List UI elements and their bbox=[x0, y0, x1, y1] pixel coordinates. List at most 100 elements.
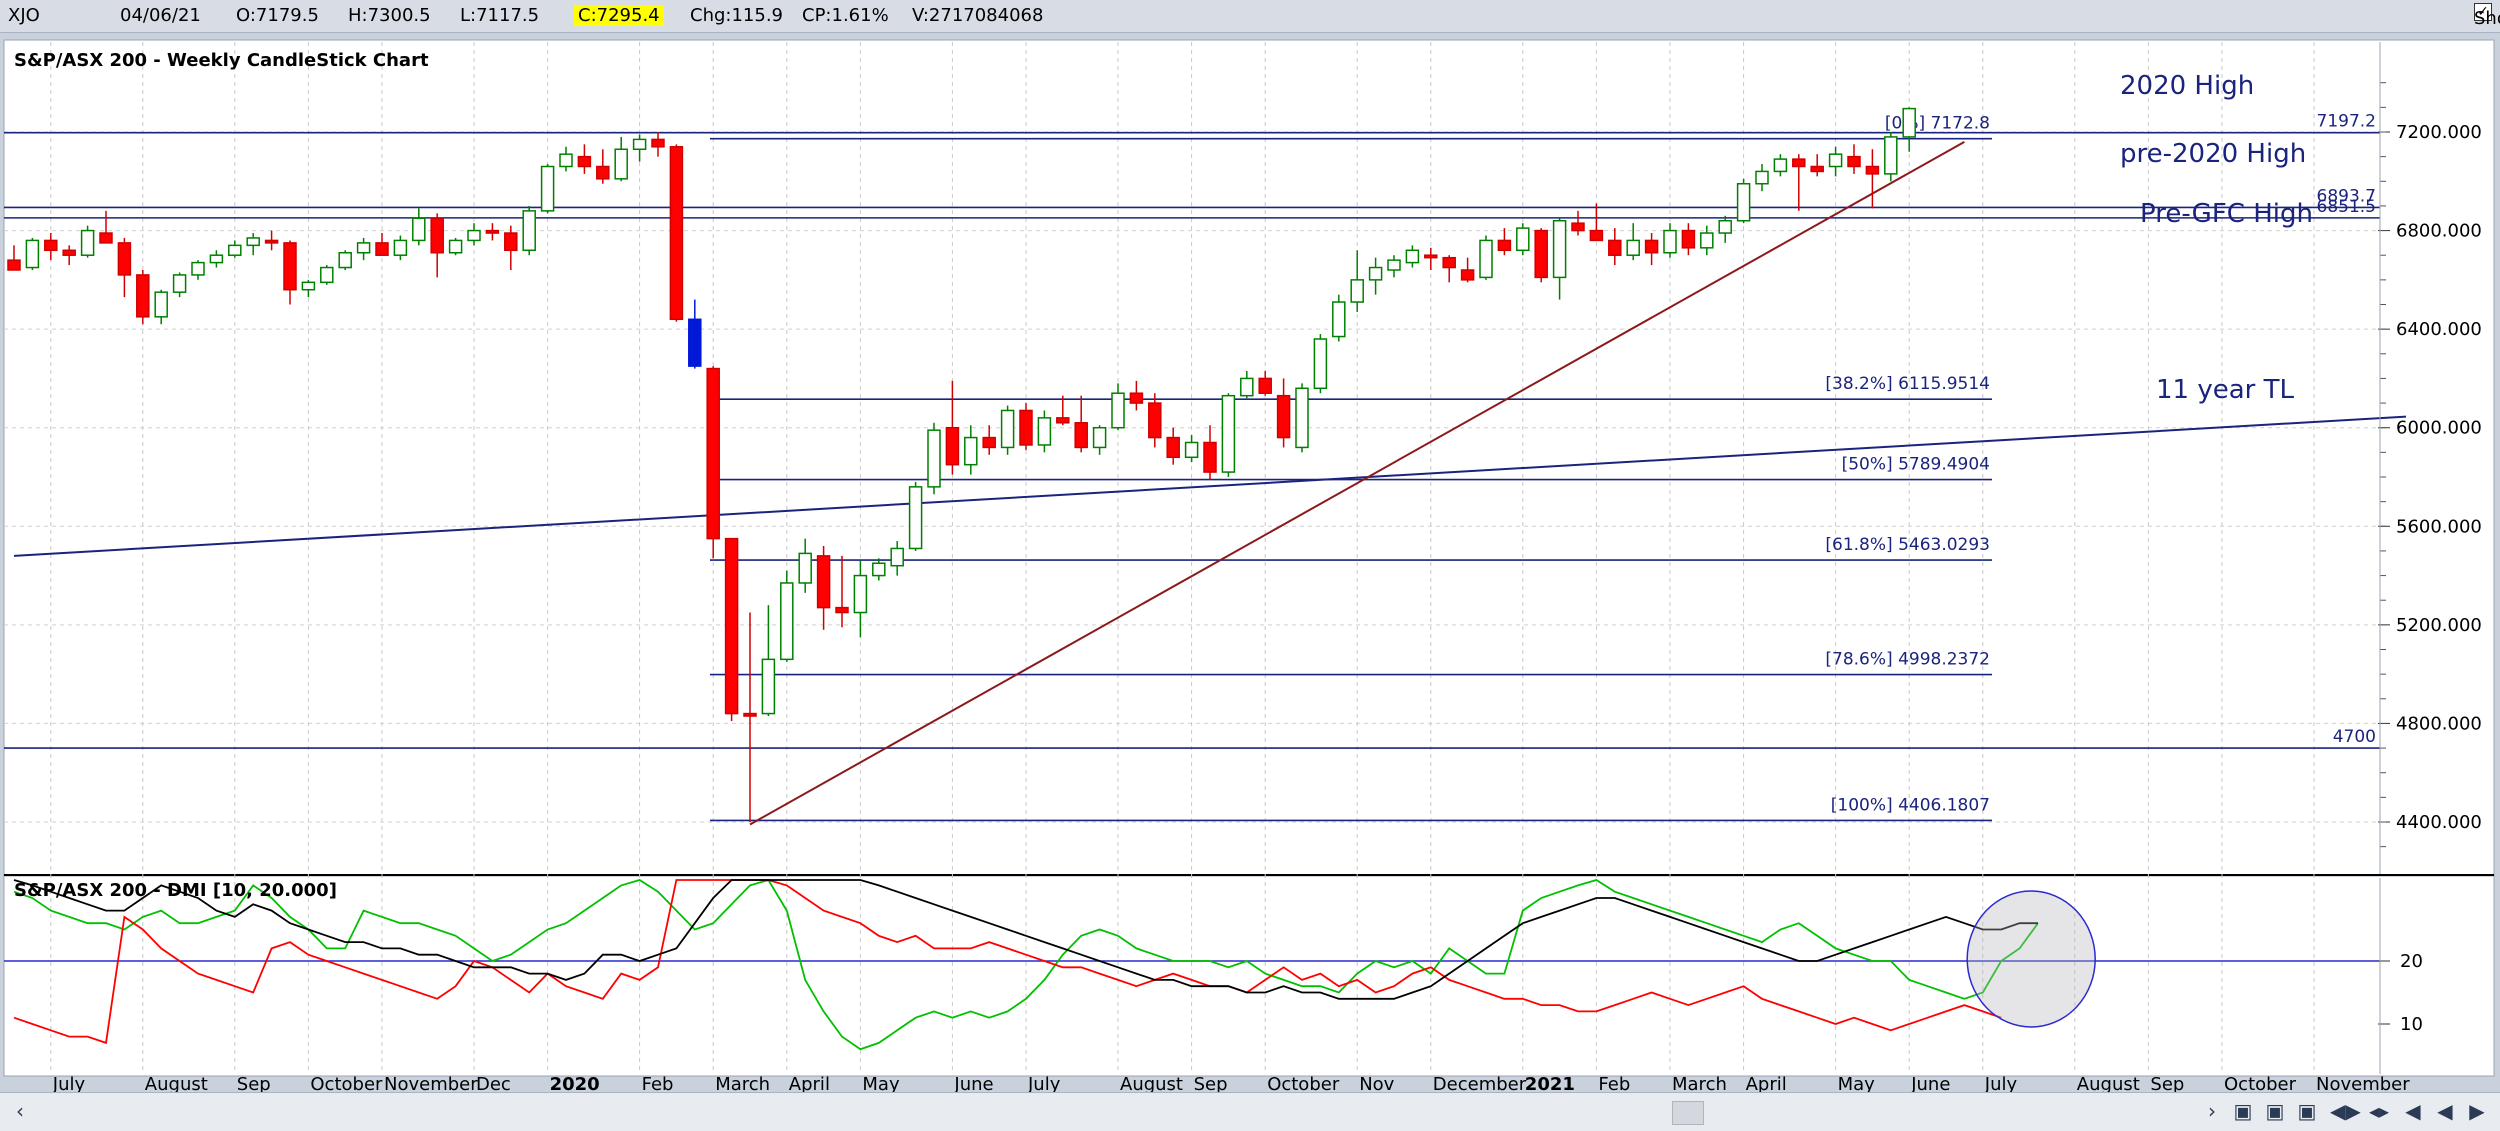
reset-zoom-icon[interactable]: ▣ bbox=[2297, 1099, 2317, 1123]
price-chart-title: S&P/ASX 200 - Weekly CandleStick Chart bbox=[14, 50, 429, 71]
candle-body bbox=[1258, 377, 1272, 394]
candle-body bbox=[1019, 409, 1033, 446]
candle-body bbox=[669, 146, 684, 321]
candle-body bbox=[596, 165, 610, 180]
x-tick-label: April bbox=[789, 1074, 830, 1092]
candle-body bbox=[1184, 441, 1199, 459]
candle-body bbox=[927, 429, 941, 488]
x-tick-label: May bbox=[1838, 1074, 1876, 1092]
y-tick-label: 4400.000 bbox=[2396, 812, 2482, 833]
candle-body bbox=[1718, 219, 1732, 234]
fib-label: [38.2%] 6115.9514 bbox=[1825, 374, 1990, 394]
candle-body bbox=[338, 252, 352, 269]
x-tick-label: October bbox=[310, 1074, 383, 1092]
horizontal-scrollbar[interactable]: ‹ › ▣ ▣ ▣ ◀▶ ◂▸ ◀ ◀ ▶ bbox=[0, 1092, 2500, 1131]
x-tick-label: June bbox=[1910, 1074, 1950, 1092]
annotation-text: pre-2020 High bbox=[2120, 139, 2306, 169]
candle-body bbox=[44, 239, 58, 252]
candle-body bbox=[1534, 229, 1548, 279]
trendline bbox=[13, 415, 2407, 557]
candle-body bbox=[1773, 158, 1788, 173]
low-label: L:7117.5 bbox=[460, 5, 540, 26]
info-bar: XJO 04/06/21 O:7179.5 H:7300.5 L:7117.5 … bbox=[0, 0, 2500, 33]
y-tick-label: 7200.000 bbox=[2396, 122, 2482, 143]
candlestick-series bbox=[7, 107, 1916, 822]
x-tick-label: June bbox=[953, 1074, 993, 1092]
dmi-series-line bbox=[13, 878, 2039, 1051]
dmi-tick-label: 10 bbox=[2400, 1014, 2423, 1035]
candle-body bbox=[191, 261, 205, 276]
candle-body bbox=[632, 138, 647, 151]
candle-body bbox=[1056, 417, 1070, 424]
step-forward-icon[interactable]: ◀ bbox=[2437, 1099, 2453, 1123]
x-tick-label: March bbox=[715, 1074, 770, 1092]
first-page-icon[interactable]: ◀▶ bbox=[2330, 1099, 2361, 1123]
dmi-series bbox=[4, 878, 2380, 1051]
zoom-out-icon[interactable]: ▣ bbox=[2265, 1099, 2285, 1123]
y-tick-label: 5600.000 bbox=[2396, 516, 2482, 537]
candle-body bbox=[1166, 436, 1180, 459]
go-end-icon[interactable]: ▶ bbox=[2469, 1099, 2485, 1123]
show-last-toggle[interactable]: ✓ Show Last bbox=[2474, 3, 2500, 29]
candle-body bbox=[1755, 170, 1769, 185]
candle-body bbox=[320, 266, 334, 284]
candle-body bbox=[1865, 165, 1880, 175]
x-tick-label: April bbox=[1746, 1074, 1787, 1092]
candle-body bbox=[117, 242, 132, 276]
fib-label: [0%] 7172.8 bbox=[1885, 114, 1990, 134]
show-last-checkbox[interactable]: ✓ bbox=[2474, 3, 2492, 21]
candle-body bbox=[1497, 239, 1512, 252]
x-tick-label: July bbox=[1027, 1074, 1061, 1092]
candle-body bbox=[908, 486, 923, 550]
candle-body bbox=[62, 249, 76, 256]
x-tick-label: December bbox=[1433, 1074, 1527, 1092]
candle-body bbox=[1460, 269, 1475, 281]
candle-body bbox=[430, 217, 444, 254]
candle-body bbox=[356, 242, 371, 254]
candle-body bbox=[1203, 441, 1217, 473]
candle-body bbox=[1313, 338, 1328, 390]
candle-body bbox=[467, 229, 481, 242]
candle-body bbox=[890, 547, 904, 567]
dmi-series-line bbox=[13, 879, 2002, 1045]
candle-body bbox=[1571, 222, 1585, 232]
x-tick-label: Feb bbox=[642, 1074, 674, 1092]
candle-body bbox=[614, 148, 628, 180]
x-tick-label: May bbox=[862, 1074, 900, 1092]
candle-body bbox=[1037, 417, 1052, 446]
dmi-panel-bg bbox=[3, 875, 2495, 1077]
step-back-icon[interactable]: ◀ bbox=[2405, 1099, 2421, 1123]
candle-body bbox=[393, 239, 408, 256]
x-tick-label: Sep bbox=[237, 1074, 271, 1092]
volume-label: V:2717084068 bbox=[912, 5, 1044, 26]
show-last-label: Show Last bbox=[2474, 8, 2500, 29]
dmi-chart-title: S&P/ASX 200 - DMI [10, 20.000] bbox=[14, 880, 337, 901]
candle-body bbox=[540, 165, 555, 212]
candle-body bbox=[1424, 254, 1438, 259]
candle-body bbox=[522, 210, 536, 252]
candle-body bbox=[1387, 259, 1401, 271]
open-label: O:7179.5 bbox=[236, 5, 319, 26]
x-tick-label: July bbox=[1984, 1074, 2018, 1092]
date-label: 04/06/21 bbox=[120, 5, 201, 26]
candle-body bbox=[1626, 239, 1640, 256]
x-tick-label: Nov bbox=[1359, 1074, 1394, 1092]
candle-body bbox=[1092, 426, 1107, 449]
candle-body bbox=[872, 562, 886, 577]
scroll-right-icon[interactable]: › bbox=[2208, 1099, 2216, 1123]
x-tick-label: 2020 bbox=[550, 1074, 600, 1092]
candle-body bbox=[1148, 402, 1162, 439]
level-label: 7197.2 bbox=[2317, 112, 2376, 132]
scroll-thumb[interactable] bbox=[1672, 1101, 1704, 1125]
annotation-text: 11 year TL bbox=[2156, 375, 2295, 405]
y-tick-label: 4800.000 bbox=[2396, 713, 2482, 734]
level-label: 4700 bbox=[2333, 727, 2376, 747]
candle-body bbox=[301, 281, 316, 291]
scroll-left-icon[interactable]: ‹ bbox=[16, 1099, 24, 1123]
candle-body bbox=[982, 436, 996, 449]
prev-page-icon[interactable]: ◂▸ bbox=[2368, 1099, 2390, 1123]
y-tick-label: 6000.000 bbox=[2396, 418, 2482, 439]
zoom-in-icon[interactable]: ▣ bbox=[2233, 1099, 2253, 1123]
